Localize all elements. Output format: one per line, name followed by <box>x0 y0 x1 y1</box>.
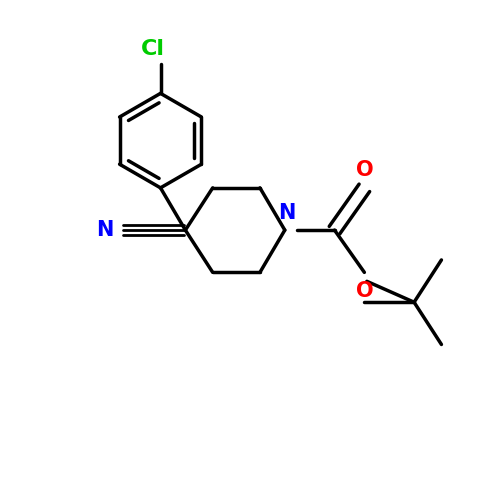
Text: O: O <box>356 282 373 302</box>
Text: N: N <box>278 202 296 222</box>
Text: O: O <box>356 160 373 180</box>
Text: N: N <box>96 220 114 240</box>
Text: Cl: Cl <box>141 38 165 58</box>
